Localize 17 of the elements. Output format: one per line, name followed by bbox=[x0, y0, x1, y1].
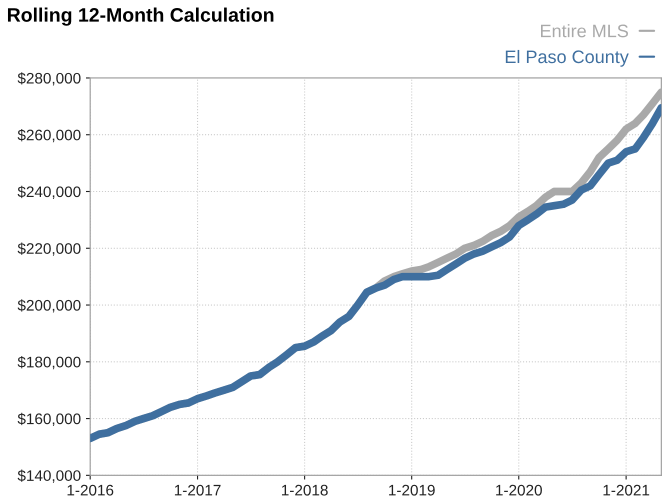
x-tick-label: 1-2016 bbox=[68, 484, 114, 496]
x-tick-label: 1-2018 bbox=[282, 484, 328, 496]
legend-label: Entire MLS bbox=[540, 24, 628, 38]
y-tick-label: $200,000 bbox=[18, 299, 81, 313]
y-tick-label: $280,000 bbox=[18, 72, 81, 86]
y-tick-label: $240,000 bbox=[18, 186, 81, 199]
x-tick-label: 1-2017 bbox=[174, 484, 221, 496]
x-tick-label: 1-2021 bbox=[604, 484, 650, 496]
legend-label: El Paso County bbox=[506, 50, 629, 67]
y-tick-label: $160,000 bbox=[18, 412, 81, 426]
y-tick-label: $260,000 bbox=[18, 128, 81, 142]
chart-title: Rolling 12-Month Calculation bbox=[8, 8, 274, 26]
x-tick-label: 1-2020 bbox=[496, 484, 542, 496]
y-tick-label: $180,000 bbox=[18, 356, 81, 370]
y-tick-label: $140,000 bbox=[18, 470, 81, 483]
x-tick-label: 1-2019 bbox=[389, 484, 435, 496]
y-tick-label: $220,000 bbox=[18, 242, 81, 256]
